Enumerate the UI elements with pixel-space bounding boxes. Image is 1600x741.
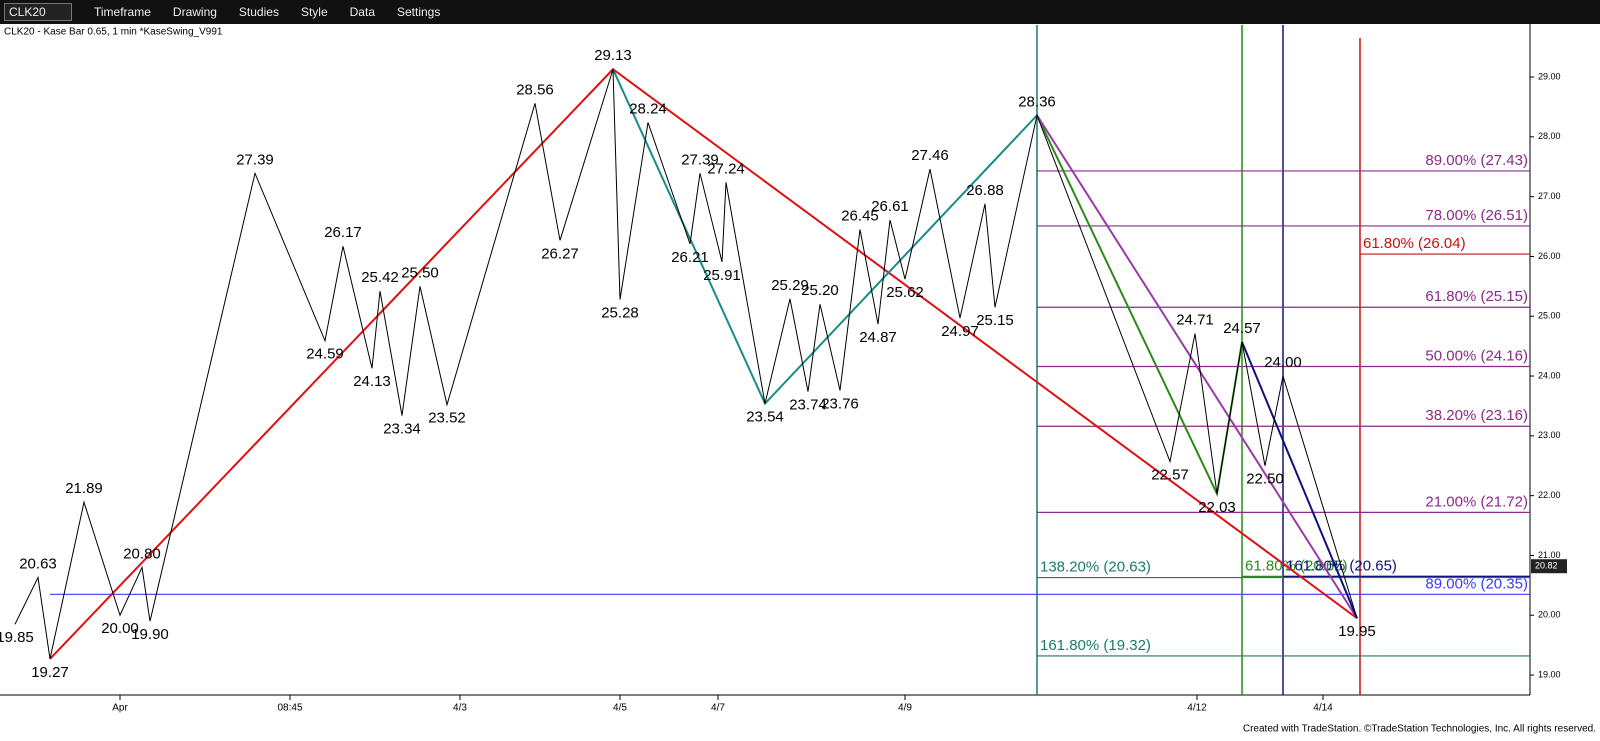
pivot-label: 24.87 — [859, 329, 897, 346]
pivot-label: 22.50 — [1246, 471, 1284, 488]
swing-line — [14, 69, 1358, 660]
y-tick-label: 19.00 — [1538, 669, 1561, 679]
footer: Created with TradeStation. ©TradeStation… — [1243, 724, 1596, 735]
pivot-label: 22.57 — [1151, 467, 1189, 484]
fib-label: 61.80% (25.15) — [1425, 288, 1528, 305]
pivot-label: 25.62 — [886, 284, 924, 301]
x-tick-label: 4/14 — [1313, 703, 1333, 714]
fib-label: 21.00% (21.72) — [1425, 493, 1528, 510]
pivot-label: 28.24 — [629, 100, 667, 117]
pivot-label: 28.56 — [516, 81, 554, 98]
y-tick-label: 22.00 — [1538, 490, 1561, 500]
y-tick-label: 27.00 — [1538, 191, 1561, 201]
pivot-label: 26.88 — [966, 182, 1004, 199]
pivot-label: 22.03 — [1198, 499, 1236, 516]
pivot-label: 20.63 — [19, 556, 57, 573]
pivot-label: 23.52 — [428, 410, 466, 427]
y-tick-label: 28.00 — [1538, 131, 1561, 141]
pivot-label: 27.46 — [911, 147, 949, 164]
y-tick-label: 26.00 — [1538, 251, 1561, 261]
y-tick-label: 29.00 — [1538, 71, 1561, 81]
pivot-label: 26.27 — [541, 245, 579, 262]
pivot-label: 23.74 — [789, 397, 827, 414]
pivot-label: 23.54 — [746, 409, 784, 426]
fib-label: 50.00% (24.16) — [1425, 347, 1528, 364]
toolbar-item[interactable]: Data — [349, 5, 375, 19]
y-tick-label: 21.00 — [1538, 550, 1561, 560]
toolbar-item[interactable]: Drawing — [172, 5, 217, 19]
pivot-label: 24.13 — [353, 373, 391, 390]
fib-label: 138.20% (20.63) — [1040, 559, 1151, 576]
pivot-label: 27.24 — [707, 160, 745, 177]
toolbar-item[interactable]: Style — [300, 5, 328, 19]
pivot-label: 24.71 — [1176, 312, 1214, 329]
pivot-label: 25.29 — [771, 277, 809, 294]
pivot-label: 25.28 — [601, 304, 639, 321]
pivot-label: 23.76 — [821, 395, 859, 412]
pivot-label: 24.57 — [1223, 320, 1261, 337]
toolbar: CLK20 Timeframe Drawing Studies Style Data Se… — [0, 0, 1600, 24]
fib-label: 89.00% (27.43) — [1425, 152, 1528, 169]
trend-line — [1036, 114, 1243, 498]
pivot-label: 25.42 — [361, 269, 399, 286]
pivot-label: 29.13 — [594, 47, 632, 64]
pivot-label: 25.91 — [703, 267, 741, 284]
fib-label: 89.00% (20.35) — [1425, 575, 1528, 592]
pivot-label: 23.34 — [383, 420, 421, 437]
pivot-label: 20.00 — [101, 620, 139, 637]
pivot-label: 24.97 — [941, 323, 979, 340]
last-price: 20.82 — [1535, 561, 1558, 571]
x-tick-label: 4/3 — [453, 703, 467, 714]
pivot-label: 25.50 — [401, 264, 439, 281]
pivot-label: 19.90 — [131, 626, 169, 643]
last-price-box — [1531, 559, 1567, 574]
x-tick-label: 4/12 — [1187, 703, 1207, 714]
chart-subtitle: CLK20 - Kase Bar 0.65, 1 min *KaseSwing_… — [4, 27, 223, 38]
x-tick-label: 08:45 — [277, 703, 302, 714]
pivot-label: 27.39 — [236, 151, 274, 168]
y-tick-label: 25.00 — [1538, 311, 1561, 321]
pivot-label: 25.20 — [801, 282, 839, 299]
x-tick-label: Apr — [112, 703, 128, 714]
fib-label: 61.80% (26.04) — [1363, 235, 1466, 252]
y-tick-label: 24.00 — [1538, 370, 1561, 380]
symbol-box[interactable]: CLK20 — [4, 3, 72, 21]
trend-line — [612, 68, 1038, 406]
pivot-label: 20.80 — [123, 545, 161, 562]
pivot-label: 26.61 — [871, 198, 909, 215]
chart: CLK20 - Kase Bar 0.65, 1 min *KaseSwing_… — [0, 24, 1596, 735]
trend-line — [1036, 114, 1358, 619]
pivot-label: 26.17 — [324, 224, 362, 241]
pivot-label: 25.15 — [976, 312, 1014, 329]
pivot-label: 19.27 — [31, 664, 69, 681]
y-tick-label: 23.00 — [1538, 430, 1561, 440]
x-tick-label: 4/9 — [898, 703, 912, 714]
pivot-label: 21.89 — [65, 480, 103, 497]
pivot-label: 19.85 — [0, 629, 34, 646]
pivot-label: 26.21 — [671, 249, 709, 266]
pivot-label: 27.39 — [681, 151, 719, 168]
pivot-label: 28.36 — [1018, 93, 1056, 110]
x-tick-label: 4/5 — [613, 703, 627, 714]
toolbar-item[interactable]: Settings — [397, 5, 441, 19]
toolbar-item[interactable]: Studies — [238, 5, 279, 19]
fib-label: 38.20% (23.16) — [1425, 407, 1528, 424]
toolbar-item[interactable]: Timeframe — [94, 5, 151, 19]
y-tick-label: 20.00 — [1538, 610, 1561, 620]
fib-label: 78.00% (26.51) — [1425, 207, 1528, 224]
trend-line — [1241, 341, 1358, 619]
x-tick-label: 4/7 — [711, 703, 725, 714]
pivot-label: 24.59 — [306, 346, 344, 363]
fib-label: 161.80% (19.32) — [1040, 637, 1151, 654]
pivot-label: 24.00 — [1264, 354, 1302, 371]
pivot-label: 26.45 — [841, 207, 879, 224]
pivot-label: 19.95 — [1338, 623, 1376, 640]
